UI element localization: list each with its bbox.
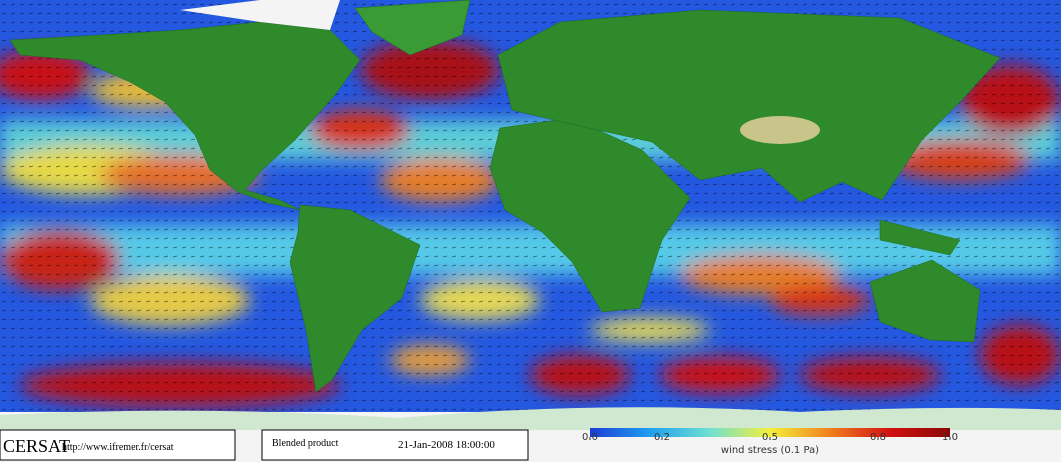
- colorbar-tick-label: 0.2: [654, 432, 670, 443]
- info-box: Blended product 21-Jan-2008 18:00:00: [261, 429, 529, 461]
- url[interactable]: http://www.ifremer.fr/cersat: [62, 442, 174, 453]
- land: [9, 0, 1001, 393]
- colorbar-tick-label: 1.0: [942, 432, 958, 443]
- colorbar-tick-label: 0.0: [582, 432, 598, 443]
- colorbar-tick-label: 0.8: [870, 432, 886, 443]
- timestamp: 21-Jan-2008 18:00:00: [398, 439, 495, 451]
- colorbar-tick-label: 0.5: [762, 432, 778, 443]
- colorbar: [590, 428, 950, 437]
- product: Blended product: [272, 438, 339, 449]
- colorbar-label: wind stress (0.1 Pa): [721, 445, 819, 456]
- logo-box: CERSAT http://www.ifremer.fr/cersat: [0, 429, 236, 461]
- logo: CERSAT: [3, 436, 70, 456]
